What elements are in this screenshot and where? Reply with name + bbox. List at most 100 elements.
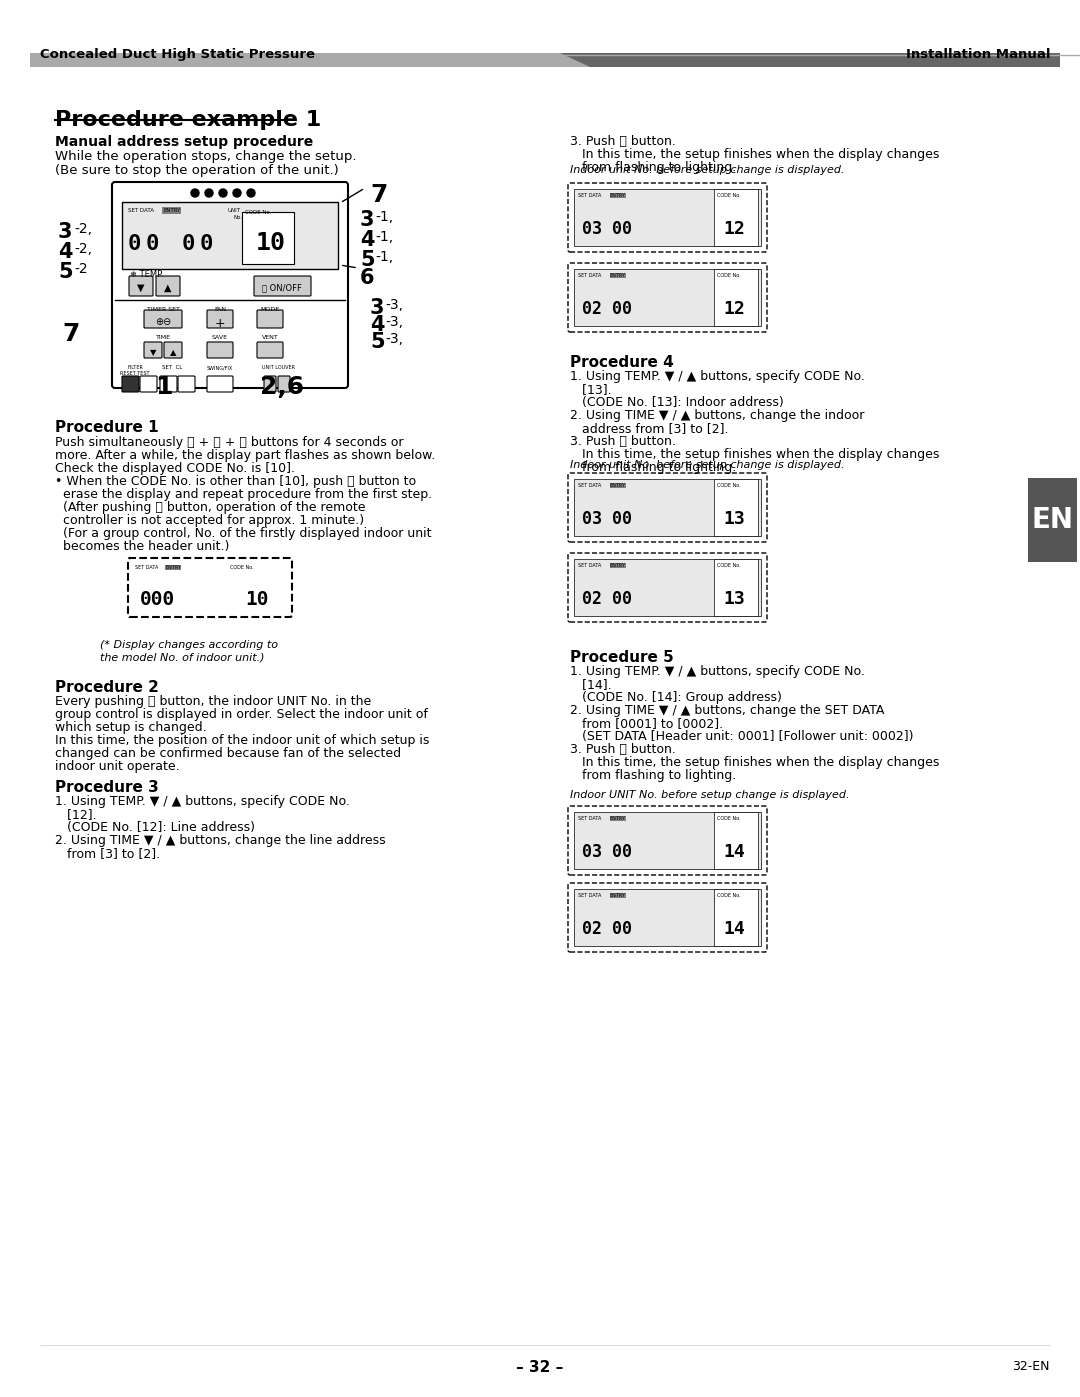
FancyBboxPatch shape	[568, 806, 767, 875]
FancyBboxPatch shape	[568, 183, 767, 251]
Text: ⊕⊖: ⊕⊖	[154, 317, 171, 327]
Text: ENTRY: ENTRY	[163, 208, 180, 212]
Text: In this time, the position of the indoor unit of which setup is: In this time, the position of the indoor…	[55, 733, 430, 747]
Text: ▼: ▼	[150, 348, 157, 358]
Text: Check the displayed CODE No. is [10].: Check the displayed CODE No. is [10].	[55, 462, 295, 475]
Text: group control is displayed in order. Select the indoor unit of: group control is displayed in order. Sel…	[55, 708, 428, 721]
Text: 14: 14	[723, 842, 745, 861]
Text: 14: 14	[723, 921, 745, 937]
Text: 4: 4	[370, 314, 384, 335]
Text: Push simultaneously Ⓢ + Ⓛ + Ⓞ buttons for 4 seconds or: Push simultaneously Ⓢ + Ⓛ + Ⓞ buttons fo…	[55, 436, 404, 448]
Text: 6: 6	[360, 268, 375, 288]
FancyBboxPatch shape	[573, 888, 761, 946]
Text: 7: 7	[62, 321, 79, 346]
Text: -3,: -3,	[384, 332, 403, 346]
Circle shape	[205, 189, 213, 197]
Text: 03 00: 03 00	[582, 219, 632, 237]
Text: 13: 13	[723, 510, 745, 528]
Text: -1,: -1,	[375, 250, 393, 264]
FancyBboxPatch shape	[573, 559, 761, 616]
Text: Manual address setup procedure: Manual address setup procedure	[55, 136, 313, 149]
Text: CODE No.: CODE No.	[717, 193, 741, 198]
Text: 1. Using TEMP. ▼ / ▲ buttons, specify CODE No.: 1. Using TEMP. ▼ / ▲ buttons, specify CO…	[55, 795, 350, 807]
Text: VENT: VENT	[261, 335, 279, 339]
FancyBboxPatch shape	[144, 342, 162, 358]
Circle shape	[247, 189, 255, 197]
FancyBboxPatch shape	[207, 342, 233, 358]
FancyBboxPatch shape	[568, 474, 767, 542]
Text: SET  CL: SET CL	[162, 365, 183, 370]
Text: SET DATA: SET DATA	[129, 208, 154, 212]
Text: UNIT: UNIT	[228, 208, 241, 212]
Text: -2,: -2,	[75, 222, 92, 236]
Text: which setup is changed.: which setup is changed.	[55, 721, 206, 733]
FancyBboxPatch shape	[573, 270, 761, 326]
Text: -1,: -1,	[375, 231, 393, 244]
Text: 3. Push Ⓞ button.: 3. Push Ⓞ button.	[570, 434, 676, 448]
Text: +: +	[215, 317, 226, 330]
Text: UNIT LOUVER: UNIT LOUVER	[261, 365, 295, 370]
Text: 0: 0	[183, 235, 195, 254]
Text: 000: 000	[140, 590, 175, 609]
Text: In this time, the setup finishes when the display changes: In this time, the setup finishes when th…	[570, 448, 940, 461]
Text: ▼: ▼	[137, 284, 145, 293]
Text: 1: 1	[156, 374, 173, 400]
Text: -1,: -1,	[375, 210, 393, 224]
Text: Concealed Duct High Static Pressure: Concealed Duct High Static Pressure	[40, 47, 315, 61]
Text: CODE No.: CODE No.	[717, 893, 741, 898]
Polygon shape	[30, 53, 610, 67]
Text: Procedure 1: Procedure 1	[55, 420, 159, 434]
Text: from [0001] to [0002].: from [0001] to [0002].	[570, 717, 724, 731]
Text: 02 00: 02 00	[582, 590, 632, 608]
Text: [12].: [12].	[55, 807, 96, 821]
Text: SET DATA: SET DATA	[578, 563, 602, 569]
Text: 3. Push Ⓞ button.: 3. Push Ⓞ button.	[570, 136, 676, 148]
FancyBboxPatch shape	[164, 342, 183, 358]
Text: 1. Using TEMP. ▼ / ▲ buttons, specify CODE No.: 1. Using TEMP. ▼ / ▲ buttons, specify CO…	[570, 370, 865, 383]
Text: 3: 3	[58, 222, 72, 242]
Text: 4: 4	[58, 242, 72, 263]
Text: SET DATA: SET DATA	[578, 816, 602, 821]
Text: Procedure 5: Procedure 5	[570, 650, 674, 665]
FancyBboxPatch shape	[257, 310, 283, 328]
FancyBboxPatch shape	[568, 553, 767, 622]
Text: – 32 –: – 32 –	[516, 1361, 564, 1375]
FancyBboxPatch shape	[573, 189, 761, 246]
Circle shape	[219, 189, 227, 197]
Text: (After pushing Ⓞ button, operation of the remote: (After pushing Ⓞ button, operation of th…	[55, 502, 365, 514]
Text: (CODE No. [12]: Line address): (CODE No. [12]: Line address)	[55, 821, 255, 834]
Text: 02 00: 02 00	[582, 300, 632, 319]
FancyBboxPatch shape	[178, 376, 195, 393]
FancyBboxPatch shape	[568, 883, 767, 951]
FancyBboxPatch shape	[140, 376, 157, 393]
Text: address from [3] to [2].: address from [3] to [2].	[570, 422, 729, 434]
Text: CODE No.: CODE No.	[230, 564, 254, 570]
Text: Installation Manual: Installation Manual	[905, 47, 1050, 61]
Text: [14].: [14].	[570, 678, 611, 692]
Text: 3. Push Ⓞ button.: 3. Push Ⓞ button.	[570, 743, 676, 756]
Text: SWING/FIX: SWING/FIX	[207, 365, 233, 370]
Text: 5: 5	[58, 263, 72, 282]
Text: ENTRY: ENTRY	[610, 816, 626, 821]
FancyBboxPatch shape	[714, 812, 758, 869]
Text: 10: 10	[256, 231, 286, 256]
Text: ENTRY: ENTRY	[610, 483, 626, 488]
Text: ENTRY: ENTRY	[610, 193, 626, 198]
Text: indoor unit operate.: indoor unit operate.	[55, 760, 179, 773]
FancyBboxPatch shape	[264, 376, 276, 393]
Text: ❄ TEMP.: ❄ TEMP.	[130, 270, 164, 279]
Text: 3: 3	[370, 298, 384, 319]
Text: 03 00: 03 00	[582, 842, 632, 861]
Text: SAVE: SAVE	[212, 335, 228, 339]
Text: -3,: -3,	[384, 314, 403, 330]
Text: (For a group control, No. of the firstly displayed indoor unit: (For a group control, No. of the firstly…	[55, 527, 432, 541]
Text: (CODE No. [14]: Group address): (CODE No. [14]: Group address)	[570, 692, 782, 704]
Text: EN: EN	[1031, 506, 1074, 534]
FancyBboxPatch shape	[254, 277, 311, 296]
Text: 5: 5	[370, 332, 384, 352]
Text: SET DATA: SET DATA	[578, 483, 602, 488]
Text: TIMER SET: TIMER SET	[147, 307, 179, 312]
Text: CODE No.: CODE No.	[717, 483, 741, 488]
Text: [13].: [13].	[570, 383, 611, 395]
Text: While the operation stops, change the setup.: While the operation stops, change the se…	[55, 149, 356, 163]
